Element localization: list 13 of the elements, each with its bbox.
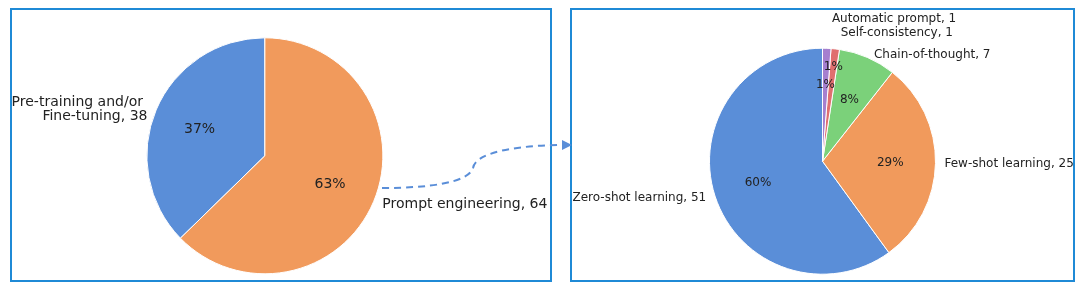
data-label: 63% (314, 175, 346, 192)
slice-label: Automatic prompt, 1 (831, 11, 957, 26)
data-label: 37% (184, 120, 216, 137)
data-label: 1% (823, 58, 843, 73)
data-label: 29% (876, 155, 904, 170)
data-label: 60% (744, 175, 772, 190)
slice-label: Chain-of-thought, 7 (873, 46, 991, 61)
slice-label: Zero-shot learning, 51 (572, 190, 707, 205)
slice-label: Few-shot learning, 25 (944, 156, 1074, 171)
data-label: 8% (839, 91, 859, 106)
slice-label: Prompt engineering, 64 (382, 195, 548, 212)
slice-label: Pre-training and/or Fine-tuning, 38 (11, 93, 148, 124)
slice-label: Self-consistency, 1 (840, 24, 953, 39)
